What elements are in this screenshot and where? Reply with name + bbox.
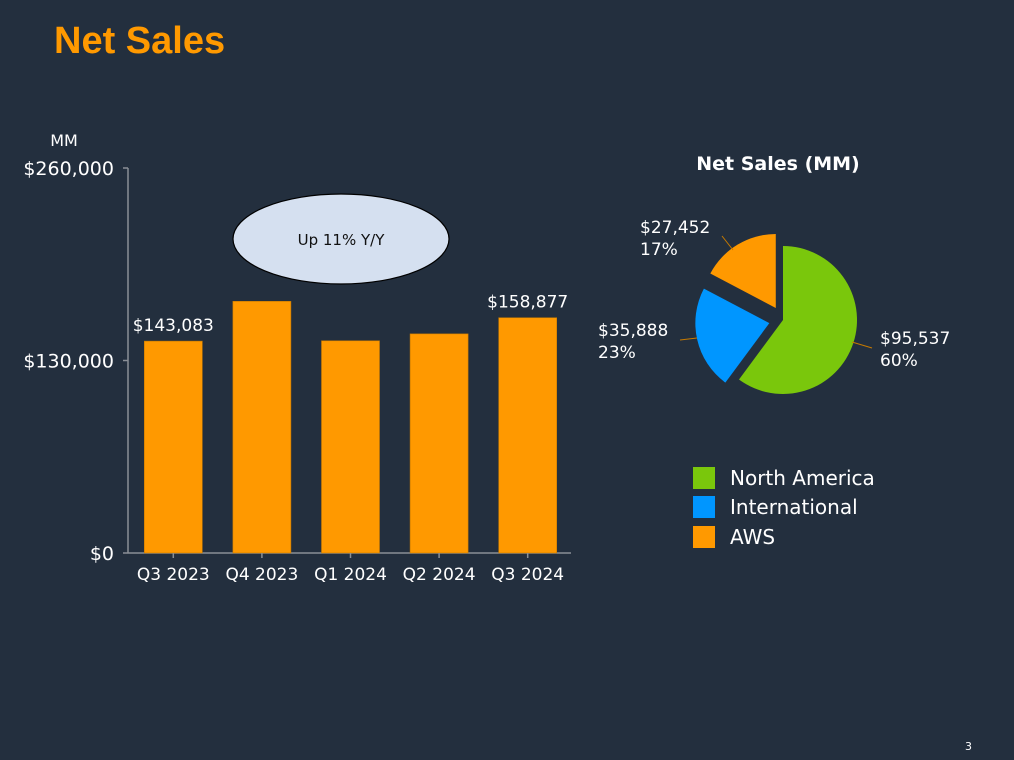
slide-title: Net Sales — [54, 20, 226, 62]
legend-item-north-america: North America — [693, 463, 875, 493]
bar-data-label: $143,083 — [133, 316, 214, 336]
pie-value-label: $35,888 — [598, 321, 668, 341]
leader-line — [679, 337, 698, 341]
pie-title: Net Sales (MM) — [696, 153, 860, 175]
x-tick-label: Q3 2023 — [137, 565, 210, 585]
page-number: 3 — [965, 740, 972, 753]
pie-slice-north-america — [739, 246, 858, 395]
pie-slice-international — [695, 288, 770, 383]
bar-q4-2023 — [232, 301, 292, 554]
x-tick-label: Q1 2024 — [314, 565, 387, 585]
annotation-ellipse — [232, 193, 450, 285]
legend-swatch — [693, 466, 715, 489]
leader-line — [851, 341, 873, 349]
bar-q3-2024 — [498, 317, 558, 554]
pie-value-label: $27,452 — [640, 218, 710, 238]
legend-swatch — [693, 496, 715, 519]
legend-label: AWS — [730, 524, 776, 549]
pie-slice-aws — [710, 234, 776, 309]
y-tick-label: $130,000 — [23, 351, 114, 373]
y-tick-label: $0 — [90, 543, 114, 565]
pie-legend: North America International AWS — [693, 463, 875, 552]
leader-line — [721, 235, 734, 251]
bar-q1-2024 — [321, 340, 380, 554]
legend-label: International — [730, 495, 858, 520]
legend-item-international: International — [693, 493, 875, 523]
pie-percent-label: 60% — [880, 351, 918, 371]
bar-data-label: $158,877 — [487, 293, 568, 313]
bar-chart: MM $0 $130,000 $260,000 Q3 2023 $143,083 Q4 20… — [23, 131, 571, 585]
y-tick-label: $260,000 — [23, 158, 114, 180]
y-axis-unit-label: MM — [50, 131, 78, 150]
legend-label: North America — [730, 465, 875, 490]
legend-item-aws: AWS — [693, 522, 875, 552]
legend-swatch — [693, 525, 715, 548]
x-tick-label: Q4 2023 — [225, 565, 298, 585]
x-tick-label: Q2 2024 — [403, 565, 476, 585]
pie-value-label: $95,537 — [880, 329, 950, 349]
x-tick-label: Q3 2024 — [491, 565, 564, 585]
bar-q2-2024 — [409, 333, 469, 554]
bar-q3-2023 — [144, 340, 203, 554]
pie-percent-label: 17% — [640, 240, 678, 260]
pie-percent-label: 23% — [598, 343, 636, 363]
annotation-text: Up 11% Y/Y — [298, 231, 386, 249]
